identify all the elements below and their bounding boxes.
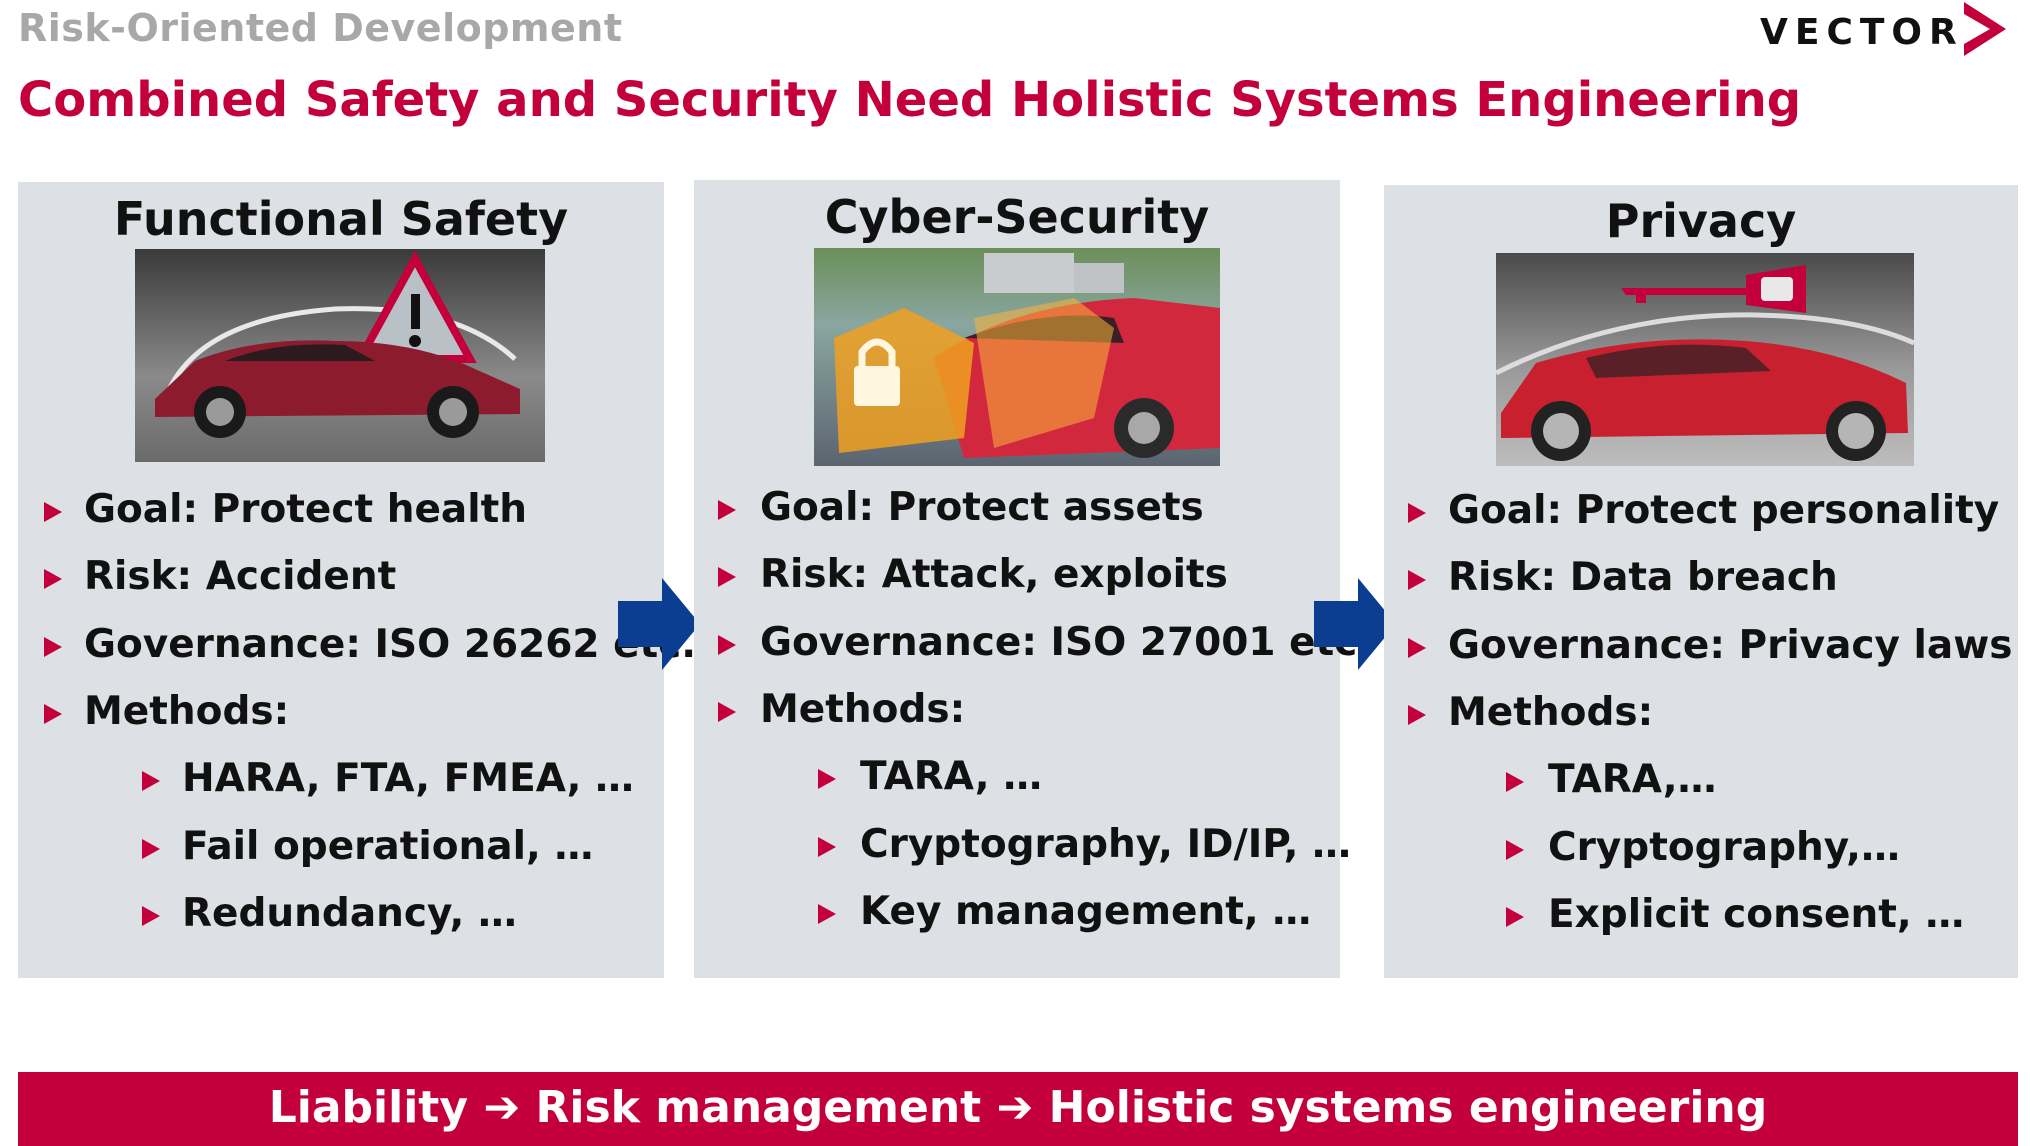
bullet-marker-icon (1408, 570, 1426, 590)
summary-banner: Liability ➔ Risk management ➔ Holistic s… (18, 1072, 2018, 1146)
method-item: Key management, … (860, 889, 1312, 934)
bullet-marker-icon (142, 839, 160, 859)
bullet-marker-icon (718, 567, 736, 587)
goal-text: Goal: Protect personality (1448, 488, 2000, 533)
bullet-marker-icon (718, 635, 736, 655)
bullet-marker-icon (818, 769, 836, 789)
panel-title: Functional Safety (113, 192, 569, 246)
car-key-image (1496, 253, 1914, 466)
governance-text: Governance: Privacy laws (1448, 623, 2013, 668)
bullet-marker-icon (818, 837, 836, 857)
method-item: Redundancy, … (182, 891, 517, 936)
methods-text: Methods: (760, 687, 966, 732)
risk-text: Risk: Data breach (1448, 555, 1838, 600)
banner-text: Liability ➔ Risk management ➔ Holistic s… (268, 1082, 1768, 1133)
right-arrow-icon (618, 578, 700, 670)
section-label: Risk-Oriented Development (18, 6, 623, 50)
car-padlock-image (814, 248, 1220, 466)
bullet-marker-icon (142, 906, 160, 926)
logo-text: VECTOR (1760, 12, 1964, 53)
methods-text: Methods: (1448, 690, 1654, 735)
method-item: HARA, FTA, FMEA, … (182, 756, 635, 801)
bullet-marker-icon (818, 904, 836, 924)
method-item: TARA,… (1548, 757, 1717, 802)
bullet-marker-icon (718, 500, 736, 520)
slide-title: Combined Safety and Security Need Holist… (18, 72, 1802, 128)
method-item: Fail operational, … (182, 824, 594, 869)
goal-text: Goal: Protect health (84, 487, 528, 532)
governance-text: Governance: ISO 27001 etc. (760, 620, 1373, 665)
bullet-marker-icon (44, 704, 62, 724)
bullet-marker-icon (1506, 840, 1524, 860)
bullet-marker-icon (1408, 503, 1426, 523)
method-item: Cryptography,… (1548, 825, 1900, 870)
bullet-marker-icon (1408, 638, 1426, 658)
bullet-marker-icon (1506, 772, 1524, 792)
governance-text: Governance: ISO 26262 etc. (84, 622, 697, 667)
method-item: TARA, … (860, 754, 1043, 799)
bullet-marker-icon (718, 702, 736, 722)
method-item: Cryptography, ID/IP, … (860, 822, 1352, 867)
bullet-marker-icon (44, 637, 62, 657)
bullet-marker-icon (44, 502, 62, 522)
panel-title: Cyber-Security (824, 190, 1210, 244)
risk-text: Risk: Accident (84, 554, 397, 599)
goal-text: Goal: Protect assets (760, 485, 1204, 530)
vector-logo: VECTOR (1760, 0, 2010, 62)
car-warning-triangle-image (135, 249, 545, 462)
panel-cyber-security: Cyber-Security Goal: Protect assets Risk… (694, 180, 1372, 978)
bullet-marker-icon (1506, 907, 1524, 927)
risk-text: Risk: Attack, exploits (760, 552, 1228, 597)
panel-functional-safety: Functional Safety Goal: Protect health R… (18, 182, 696, 978)
bullet-marker-icon (1408, 705, 1426, 725)
panel-title: Privacy (1605, 194, 1797, 248)
bullet-marker-icon (44, 569, 62, 589)
right-arrow-icon (1314, 578, 1396, 670)
method-item: Explicit consent, … (1548, 892, 1965, 937)
bullet-marker-icon (142, 771, 160, 791)
logo-chevron-icon (1964, 2, 2006, 56)
panel-privacy: Privacy Goal: Protect personality Risk: … (1384, 185, 2018, 978)
methods-text: Methods: (84, 689, 290, 734)
